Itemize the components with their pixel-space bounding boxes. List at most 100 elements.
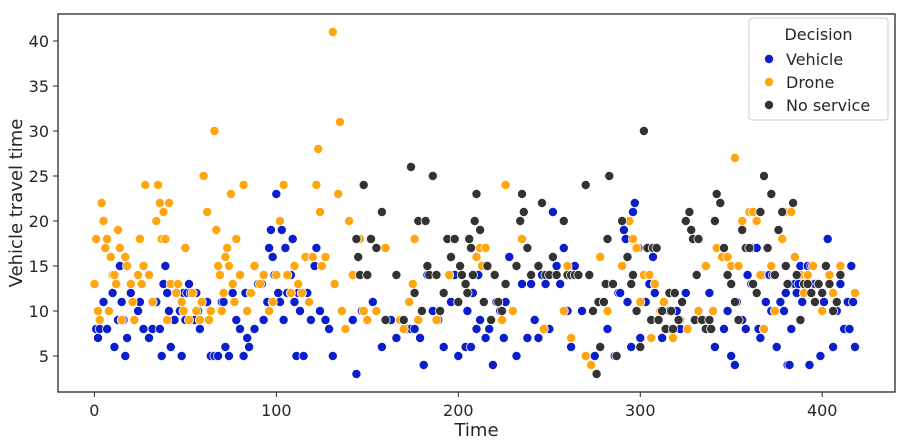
point-drone	[242, 305, 253, 316]
point-drone	[209, 126, 220, 137]
x-tick-label: 400	[807, 401, 838, 420]
point-vehicle	[234, 323, 245, 334]
point-no-service	[588, 305, 599, 316]
point-no-service	[729, 296, 740, 307]
point-vehicle	[462, 305, 473, 316]
point-drone	[151, 215, 162, 226]
point-vehicle	[615, 287, 626, 298]
point-drone	[138, 260, 149, 271]
point-no-service	[465, 242, 476, 253]
y-tick-label: 15	[29, 257, 49, 276]
y-tick-label: 25	[29, 167, 49, 186]
point-drone	[649, 278, 660, 289]
point-vehicle	[249, 323, 260, 334]
point-vehicle	[828, 341, 839, 352]
point-vehicle	[626, 341, 637, 352]
point-no-service	[651, 242, 662, 253]
point-vehicle	[176, 350, 187, 361]
point-vehicle	[438, 341, 449, 352]
point-drone	[371, 305, 382, 316]
point-no-service	[489, 269, 500, 280]
point-drone	[96, 197, 107, 208]
point-vehicle	[162, 287, 173, 298]
point-no-service	[653, 314, 664, 325]
point-vehicle	[511, 350, 522, 361]
point-drone	[202, 206, 213, 217]
x-tick-label: 200	[443, 401, 474, 420]
point-drone	[296, 287, 307, 298]
point-drone	[586, 359, 597, 370]
point-no-service	[435, 305, 446, 316]
point-drone	[380, 242, 391, 253]
point-no-service	[635, 341, 646, 352]
point-drone	[808, 260, 819, 271]
point-no-service	[547, 251, 558, 262]
point-no-service	[802, 278, 813, 289]
point-drone	[700, 260, 711, 271]
point-vehicle	[367, 296, 378, 307]
point-drone	[218, 287, 229, 298]
point-drone	[327, 26, 338, 37]
point-no-service	[686, 224, 697, 235]
point-vehicle	[475, 314, 486, 325]
point-no-service	[469, 215, 480, 226]
point-no-service	[657, 305, 668, 316]
point-drone	[264, 305, 275, 316]
point-vehicle	[102, 323, 113, 334]
point-no-service	[537, 197, 548, 208]
x-tick-label: 300	[625, 401, 656, 420]
point-drone	[398, 323, 409, 334]
point-drone	[134, 233, 145, 244]
point-no-service	[733, 314, 744, 325]
point-no-service	[828, 305, 839, 316]
point-vehicle	[264, 242, 275, 253]
point-no-service	[668, 323, 679, 334]
point-vehicle	[125, 287, 136, 298]
point-no-service	[777, 206, 788, 217]
point-vehicle	[218, 296, 229, 307]
point-no-service	[598, 296, 609, 307]
point-vehicle	[122, 332, 133, 343]
point-no-service	[628, 269, 639, 280]
point-drone	[644, 269, 655, 280]
point-vehicle	[680, 287, 691, 298]
point-vehicle	[213, 350, 224, 361]
point-drone	[203, 314, 214, 325]
point-drone	[160, 233, 171, 244]
point-drone	[162, 314, 173, 325]
point-vehicle	[165, 341, 176, 352]
point-drone	[617, 260, 628, 271]
point-no-service	[693, 233, 704, 244]
point-vehicle	[775, 296, 786, 307]
legend-marker	[764, 100, 775, 111]
point-vehicle	[786, 323, 797, 334]
point-drone	[191, 305, 202, 316]
point-no-service	[737, 224, 748, 235]
point-no-service	[422, 260, 433, 271]
point-drone	[631, 242, 642, 253]
y-tick-label: 20	[29, 212, 49, 231]
point-drone	[198, 170, 209, 181]
point-drone	[314, 206, 325, 217]
point-drone	[109, 269, 120, 280]
point-no-service	[362, 269, 373, 280]
point-drone	[480, 242, 491, 253]
point-no-service	[762, 242, 773, 253]
point-drone	[562, 260, 573, 271]
point-vehicle	[453, 350, 464, 361]
point-vehicle	[804, 359, 815, 370]
point-vehicle	[780, 287, 791, 298]
point-no-service	[453, 296, 464, 307]
point-drone	[153, 179, 164, 190]
point-drone	[249, 260, 260, 271]
point-drone	[566, 332, 577, 343]
point-no-service	[584, 269, 595, 280]
point-vehicle	[471, 323, 482, 334]
point-no-service	[391, 269, 402, 280]
point-drone	[786, 206, 797, 217]
point-no-service	[744, 242, 755, 253]
point-no-service	[445, 251, 456, 262]
point-no-service	[608, 278, 619, 289]
point-vehicle	[589, 350, 600, 361]
point-vehicle	[629, 197, 640, 208]
